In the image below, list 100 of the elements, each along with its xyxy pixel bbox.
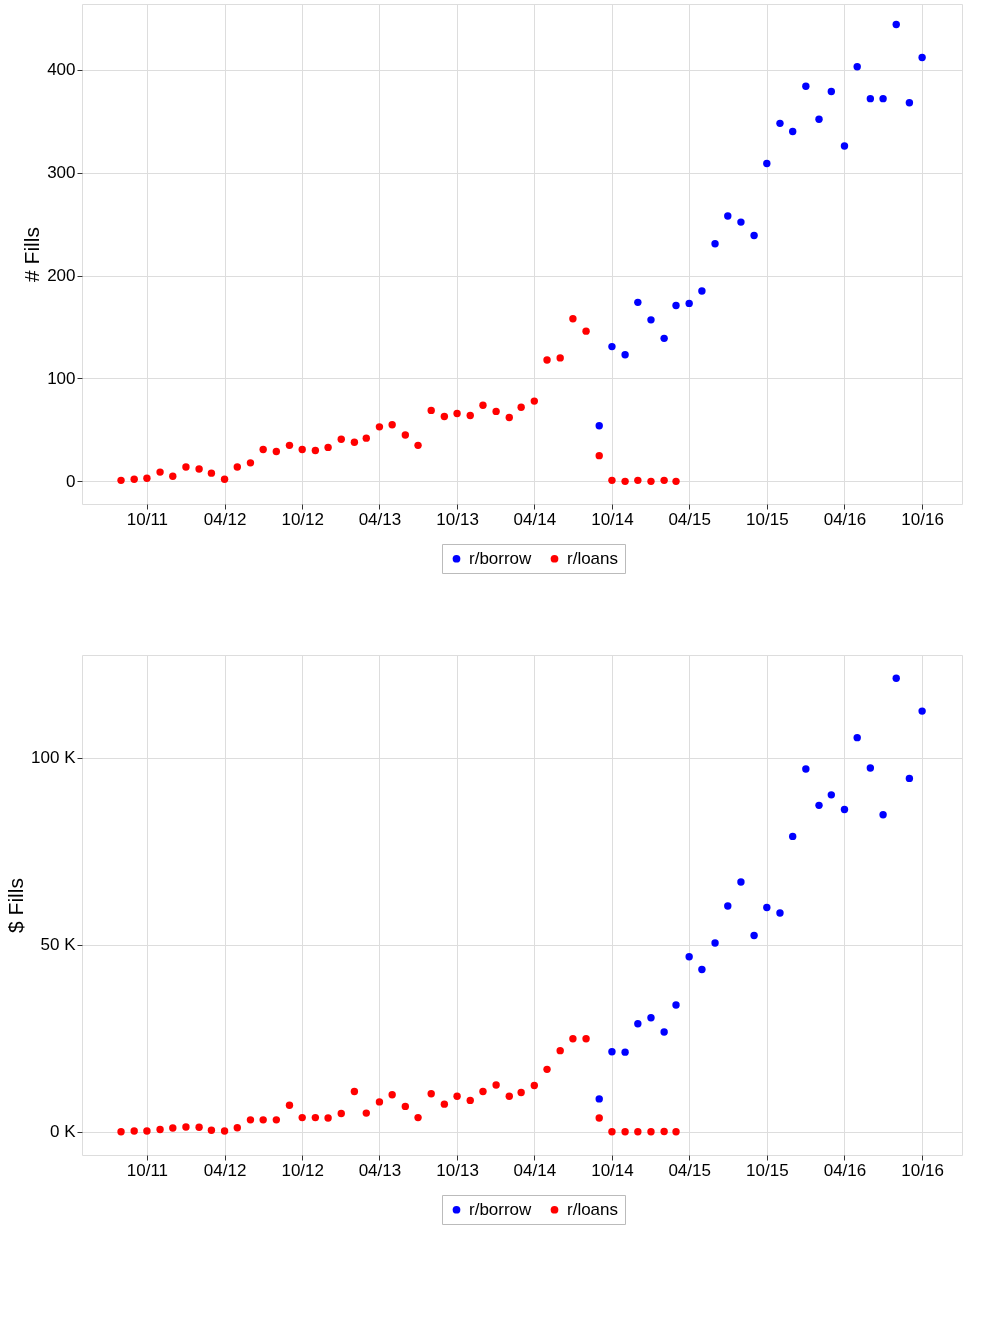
point xyxy=(569,1034,577,1043)
point xyxy=(505,1092,513,1100)
x-tick-label: 04/16 xyxy=(823,509,867,529)
x-tick-label: 10/13 xyxy=(436,509,479,529)
x-tick-label: 10/12 xyxy=(281,509,324,529)
point xyxy=(608,1048,616,1056)
point xyxy=(362,434,370,442)
point xyxy=(285,1101,294,1109)
y-tick-label: 0 xyxy=(66,471,76,491)
legend-label: r/loans xyxy=(567,548,619,568)
point xyxy=(298,1113,306,1122)
point xyxy=(724,212,732,220)
y-tick-label: 300 xyxy=(47,163,76,183)
point xyxy=(892,674,900,682)
y-tick-label: 200 xyxy=(47,266,76,286)
y-tick-label: 0 K xyxy=(49,1122,77,1142)
point xyxy=(724,902,732,910)
point xyxy=(233,463,241,471)
point xyxy=(879,94,887,103)
point xyxy=(853,63,861,71)
point xyxy=(608,342,616,351)
point xyxy=(466,1096,474,1105)
point xyxy=(350,438,359,446)
point xyxy=(776,119,784,128)
x-tick-label: 10/16 xyxy=(901,509,944,529)
point xyxy=(608,476,616,485)
point xyxy=(789,127,797,136)
point xyxy=(350,1087,359,1096)
point xyxy=(672,1128,680,1136)
point xyxy=(130,1127,138,1135)
point xyxy=(530,397,539,405)
point xyxy=(750,231,758,240)
point xyxy=(169,472,177,480)
point xyxy=(272,1116,281,1124)
x-tick-label: 10/11 xyxy=(126,509,169,529)
x-tick-label: 04/12 xyxy=(203,509,247,529)
point xyxy=(117,1128,125,1136)
point xyxy=(634,298,642,307)
point xyxy=(220,1127,229,1135)
x-tick-label: 04/13 xyxy=(358,1160,402,1180)
point xyxy=(698,965,706,974)
point xyxy=(647,1128,655,1136)
point xyxy=(711,939,719,947)
point xyxy=(272,447,281,456)
point xyxy=(143,1127,151,1135)
point xyxy=(776,909,784,917)
point xyxy=(311,446,320,455)
point xyxy=(388,421,396,429)
x-tick-label: 04/14 xyxy=(513,1160,557,1180)
point xyxy=(918,53,926,62)
point xyxy=(556,354,564,362)
y-tick-label: 100 K xyxy=(31,748,77,768)
point xyxy=(621,1048,629,1056)
point xyxy=(685,953,693,961)
point xyxy=(440,412,449,421)
point xyxy=(660,1028,668,1036)
point xyxy=(647,477,655,486)
point xyxy=(479,1087,487,1096)
point xyxy=(892,20,900,29)
point xyxy=(311,1113,320,1122)
point xyxy=(156,1125,164,1134)
point xyxy=(595,422,603,430)
x-tick-label: 10/12 xyxy=(281,1160,324,1180)
point xyxy=(388,1091,396,1099)
point xyxy=(156,468,164,476)
x-tick-label: 04/16 xyxy=(823,1160,867,1180)
point xyxy=(672,477,680,486)
point xyxy=(233,1124,241,1132)
point xyxy=(763,903,771,912)
point xyxy=(117,476,125,485)
point xyxy=(905,99,914,107)
x-tick-label: 04/14 xyxy=(513,509,557,529)
point xyxy=(492,407,500,416)
point xyxy=(530,1081,539,1090)
x-tick-label: 04/15 xyxy=(668,509,711,529)
point xyxy=(789,832,797,841)
point xyxy=(207,1126,216,1135)
x-tick-label: 10/13 xyxy=(436,1160,479,1180)
point xyxy=(182,463,190,471)
point xyxy=(543,1065,551,1074)
point xyxy=(595,1095,603,1103)
x-tick-label: 10/15 xyxy=(746,509,789,529)
point xyxy=(672,301,680,310)
y-axis-title: $ Fills xyxy=(4,878,28,933)
point xyxy=(840,142,849,150)
point xyxy=(582,1034,590,1043)
point xyxy=(711,240,719,248)
y-tick-label: 50 K xyxy=(40,935,77,955)
point xyxy=(827,791,836,799)
point xyxy=(672,1001,680,1009)
point xyxy=(582,327,590,335)
point xyxy=(505,413,513,422)
point xyxy=(130,475,138,484)
point xyxy=(324,443,332,452)
point xyxy=(259,445,267,454)
point xyxy=(401,431,410,439)
point xyxy=(569,315,577,323)
point xyxy=(866,94,875,103)
x-tick-label: 04/12 xyxy=(203,1160,247,1180)
point xyxy=(259,1116,267,1124)
